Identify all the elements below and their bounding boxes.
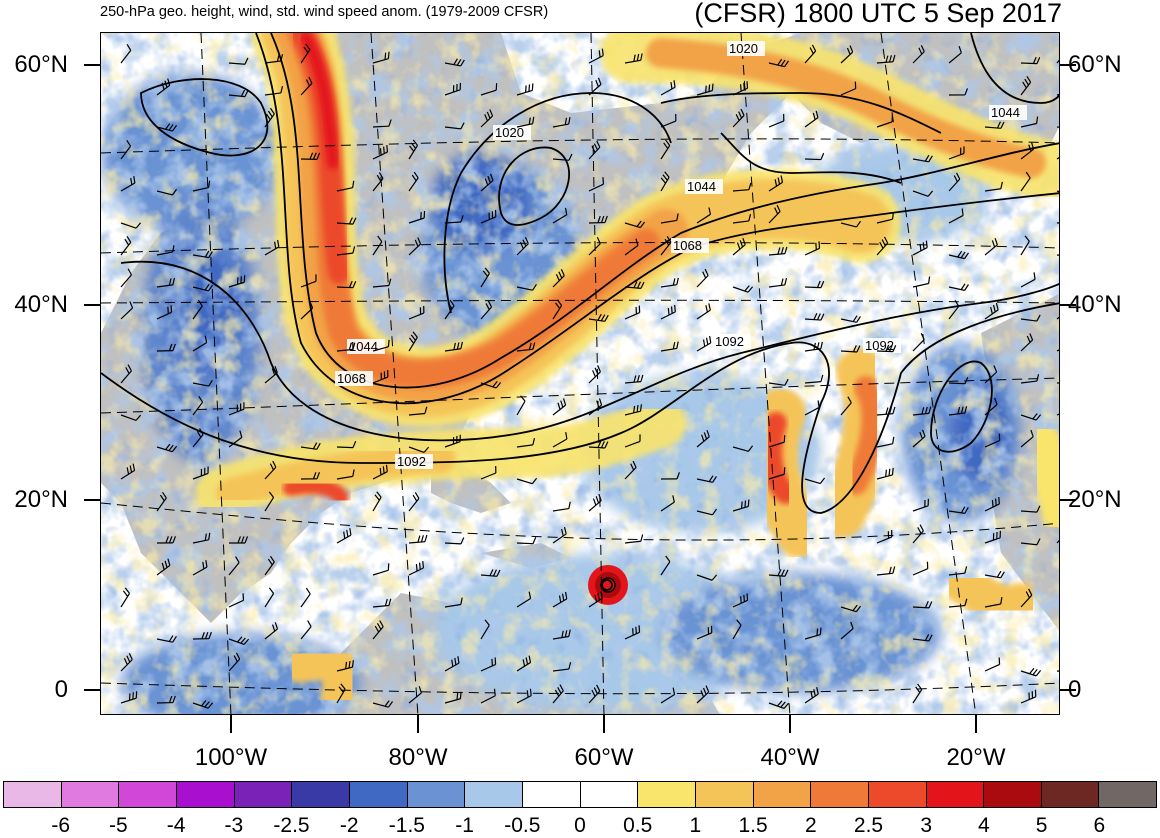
colorbar-label: 5 [1036,814,1048,838]
tick-mark [417,715,419,733]
colorbar-label: -3 [224,814,243,838]
lon-label-40w: 40°W [761,744,820,772]
colorbar-label: -5 [109,814,128,838]
lat-label-40n-right: 40°N [1068,291,1122,319]
colorbar-label: -2.5 [273,814,309,838]
lat-label-20n-left: 20°N [14,486,68,514]
tick-mark [603,715,605,733]
colorbar-label: 6 [1093,814,1105,838]
lat-label-40n-left: 40°N [14,291,68,319]
contour-label: 1044 [687,179,716,194]
contour-label: 1068 [673,238,702,253]
colorbar-swatch [177,782,235,807]
colorbar-swatch [984,782,1042,807]
colorbar-swatch [119,782,177,807]
contour-label: 1092 [715,334,744,349]
tick-mark [84,64,100,66]
tick-mark [230,715,232,733]
colorbar-label: -4 [167,814,186,838]
contour-label: 1020 [729,41,758,56]
contour-label: 1020 [495,125,524,140]
tick-mark [1060,304,1076,306]
contour-label: 1044 [991,105,1020,120]
colorbar-swatch [523,782,581,807]
colorbar-swatch [1099,782,1156,807]
colorbar-label: 1.5 [738,814,767,838]
tick-mark [84,689,100,691]
colorbar-swatch [638,782,696,807]
colorbar-label: 0 [574,814,586,838]
colorbar-swatch [811,782,869,807]
colorbar-swatch [350,782,408,807]
lat-label-60n-left: 60°N [14,51,68,79]
colorbar-swatch [465,782,523,807]
tick-mark [975,715,977,733]
colorbar-label: 2.5 [854,814,883,838]
lat-label-20n-right: 20°N [1068,486,1122,514]
tick-mark [84,304,100,306]
tick-mark [1060,64,1076,66]
contour-label: 1068 [337,371,366,386]
colorbar-label: -1.5 [389,814,425,838]
map-panel: 1020 1020 1044 1044 1044 1068 1068 1092 … [100,32,1060,715]
lon-label-80w: 80°W [389,744,448,772]
colorbar-label: -6 [51,814,70,838]
colorbar-swatch [696,782,754,807]
colorbar-swatch [62,782,120,807]
colorbar-label: 4 [978,814,990,838]
lat-label-60n-right: 60°N [1068,51,1122,79]
colorbar-label: 3 [920,814,932,838]
colorbar-swatch [235,782,293,807]
colorbar-swatch [581,782,639,807]
colorbar-label: 1 [690,814,702,838]
colorbar [3,781,1157,808]
colorbar-swatch [754,782,812,807]
map-canvas: 1020 1020 1044 1044 1044 1068 1068 1092 … [101,33,1060,715]
colorbar-swatch [869,782,927,807]
colorbar-label: 0.5 [623,814,652,838]
map-title: (CFSR) 1800 UTC 5 Sep 2017 [694,0,1062,29]
tick-mark [84,499,100,501]
tick-mark [789,715,791,733]
colorbar-swatch [1042,782,1100,807]
colorbar-swatch [292,782,350,807]
lon-label-20w: 20°W [947,744,1006,772]
colorbar-label: -1 [455,814,474,838]
colorbar-swatch [927,782,985,807]
lon-label-60w: 60°W [575,744,634,772]
hurricane-anomaly [588,565,628,605]
colorbar-label: -2 [340,814,359,838]
colorbar-swatch [4,782,62,807]
colorbar-swatch [408,782,466,807]
tick-mark [1060,689,1076,691]
colorbar-label: 2 [805,814,817,838]
tick-mark [1060,499,1076,501]
colorbar-label: -0.5 [504,814,540,838]
map-subtitle: 250-hPa geo. height, wind, std. wind spe… [100,4,548,20]
lat-label-0-left: 0 [55,676,68,704]
contour-label: 1092 [397,454,426,469]
lon-label-100w: 100°W [195,744,267,772]
